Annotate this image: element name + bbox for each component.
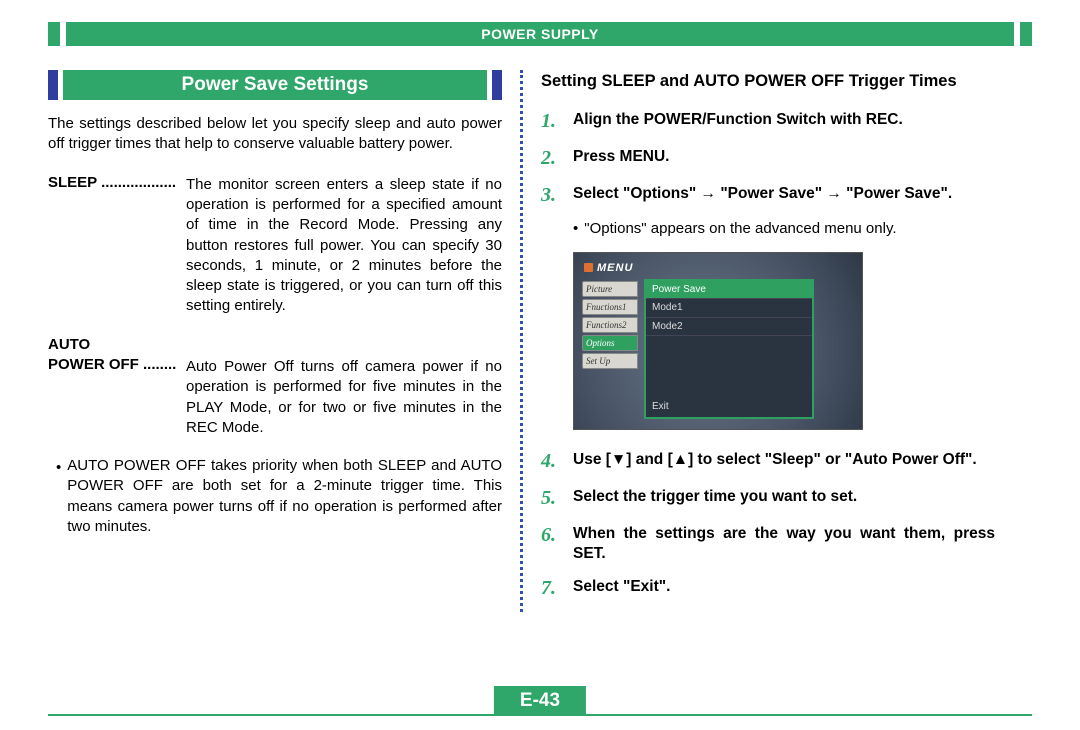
auto-definition: AUTO POWER OFF ........ Auto Power Off t… [48,335,502,439]
step-3-note: • "Options" appears on the advanced menu… [541,219,995,239]
menu-header-text: MENU [597,262,633,274]
footer: E-43 [48,714,1032,716]
menu-tab-functions1: Fnuctions1 [582,299,638,315]
auto-label-1: AUTO [48,335,502,355]
menu-tab-functions2: Functions2 [582,317,638,333]
step-text: Select the trigger time you want to set. [573,485,857,508]
menu-item-power-save: Power Save [646,281,812,300]
header-main: POWER SUPPLY [66,22,1014,46]
step-text: Use [▼] and [▲] to select "Sleep" or "Au… [573,448,977,471]
sleep-text: The monitor screen enters a sleep state … [48,175,502,317]
step-number: 1. [541,108,565,135]
title-accent-right [492,70,502,100]
header-accent-right [1020,22,1032,46]
priority-note: • AUTO POWER OFF takes priority when bot… [48,456,502,537]
right-column: Setting SLEEP and AUTO POWER OFF Trigger… [523,70,995,612]
menu-exit: Exit [652,400,669,414]
header-bar: POWER SUPPLY [48,22,1032,46]
step-text: Select "Options" → "Power Save" → "Power… [573,182,952,205]
menu-tab-options: Options [582,335,638,351]
step-3: 3. Select "Options" → "Power Save" → "Po… [541,182,995,209]
step-number: 4. [541,448,565,475]
step-2: 2. Press MENU. [541,145,995,172]
procedure-heading: Setting SLEEP and AUTO POWER OFF Trigger… [541,70,995,92]
sleep-label: SLEEP .................. [48,173,186,193]
intro-text: The settings described below let you spe… [48,114,502,155]
header-title: POWER SUPPLY [481,26,599,42]
menu-item-mode1: Mode1 [646,299,812,318]
menu-header-icon [584,263,593,272]
step-text: Align the POWER/Function Switch with REC… [573,108,903,131]
step-1: 1. Align the POWER/Function Switch with … [541,108,995,135]
content-columns: Power Save Settings The settings describ… [48,70,1032,612]
step-5: 5. Select the trigger time you want to s… [541,485,995,512]
menu-item-mode2: Mode2 [646,318,812,337]
step-6: 6. When the settings are the way you wan… [541,522,995,566]
menu-screenshot: MENU Picture Fnuctions1 Functions2 Optio… [573,252,863,430]
bullet-icon: • [573,219,578,239]
page-number: E-43 [494,686,586,716]
left-column: Power Save Settings The settings describ… [48,70,520,612]
step-number: 3. [541,182,565,209]
section-title-bar: Power Save Settings [48,70,502,100]
menu-tab-picture: Picture [582,281,638,297]
step-3-note-text: "Options" appears on the advanced menu o… [584,219,896,239]
step-number: 2. [541,145,565,172]
step-number: 7. [541,575,565,602]
header-accent-left [48,22,60,46]
menu-tabs: Picture Fnuctions1 Functions2 Options Se… [582,281,638,370]
step-number: 5. [541,485,565,512]
step-7: 7. Select "Exit". [541,575,995,602]
title-accent-left [48,70,58,100]
section-title: Power Save Settings [63,70,487,100]
step-text: When the settings are the way you want t… [573,522,995,566]
step-text: Select "Exit". [573,575,670,598]
step-number: 6. [541,522,565,549]
step-4: 4. Use [▼] and [▲] to select "Sleep" or … [541,448,995,475]
menu-header: MENU [584,261,633,276]
menu-tab-setup: Set Up [582,353,638,369]
step-text: Press MENU. [573,145,669,168]
bullet-icon: • [56,458,61,478]
menu-panel: Power Save Mode1 Mode2 Exit [644,279,814,419]
priority-note-text: AUTO POWER OFF takes priority when both … [67,456,502,537]
sleep-definition: SLEEP .................. The monitor scr… [48,173,502,317]
auto-label-2: POWER OFF ........ [48,355,186,375]
